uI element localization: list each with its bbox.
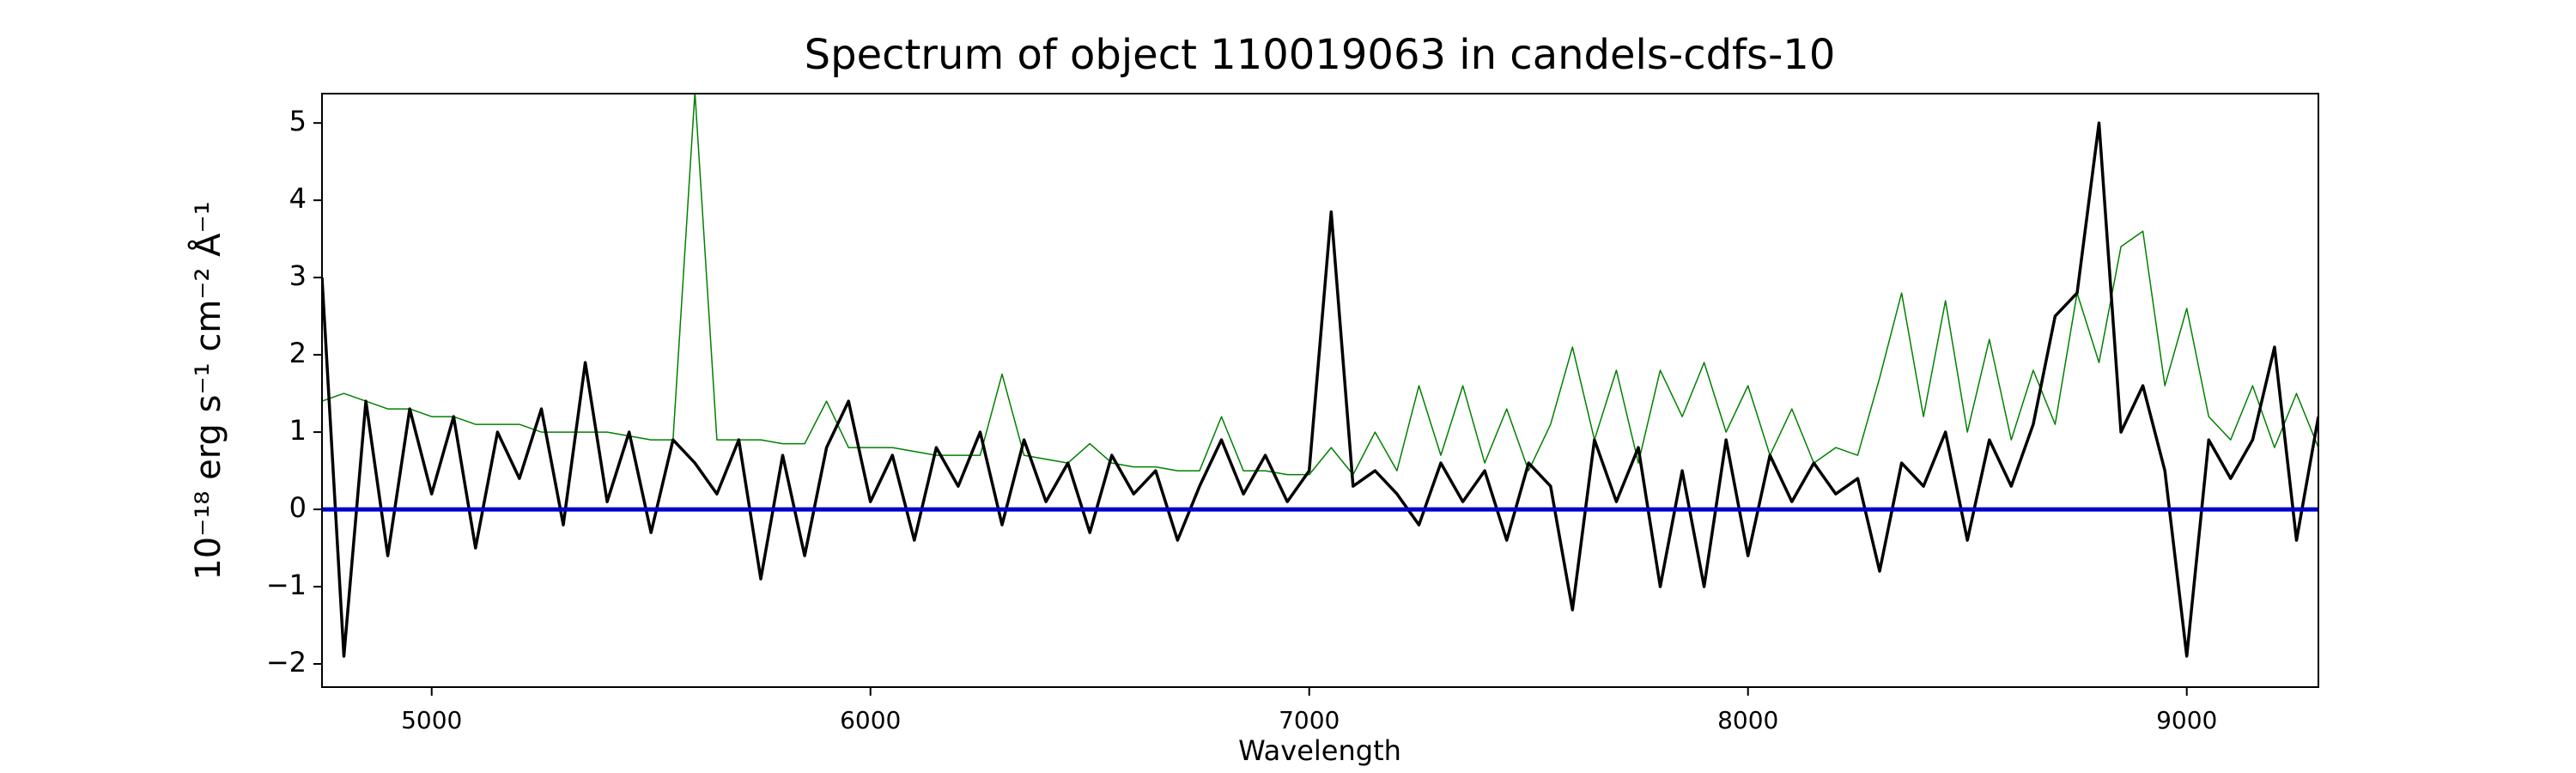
x-tick-label: 7000 bbox=[1279, 706, 1340, 734]
spectrum-line bbox=[322, 121, 2318, 658]
y-tick-label: 0 bbox=[289, 491, 307, 524]
y-tick-label: 5 bbox=[289, 105, 307, 137]
y-tick-label: 3 bbox=[289, 259, 307, 292]
y-tick-label: 2 bbox=[289, 337, 307, 369]
y-tick-label: −2 bbox=[266, 646, 307, 679]
x-tick-label: 6000 bbox=[840, 706, 901, 734]
plot-area bbox=[322, 94, 2318, 658]
x-axis-label: Wavelength bbox=[1238, 734, 1401, 767]
spectrum-line bbox=[322, 94, 2318, 476]
chart-title: Spectrum of object 110019063 in candels-… bbox=[805, 31, 1836, 79]
y-axis-label: 10⁻¹⁸ erg s⁻¹ cm⁻² Å⁻¹ bbox=[187, 201, 228, 580]
y-tick-label: 1 bbox=[289, 414, 307, 447]
x-tick-label: 5000 bbox=[401, 706, 462, 734]
x-tick-label: 8000 bbox=[1717, 706, 1778, 734]
x-tick-label: 9000 bbox=[2156, 706, 2217, 734]
y-tick-label: −1 bbox=[266, 569, 307, 601]
y-tick-label: 4 bbox=[289, 182, 307, 215]
axes-frame bbox=[321, 93, 2319, 688]
